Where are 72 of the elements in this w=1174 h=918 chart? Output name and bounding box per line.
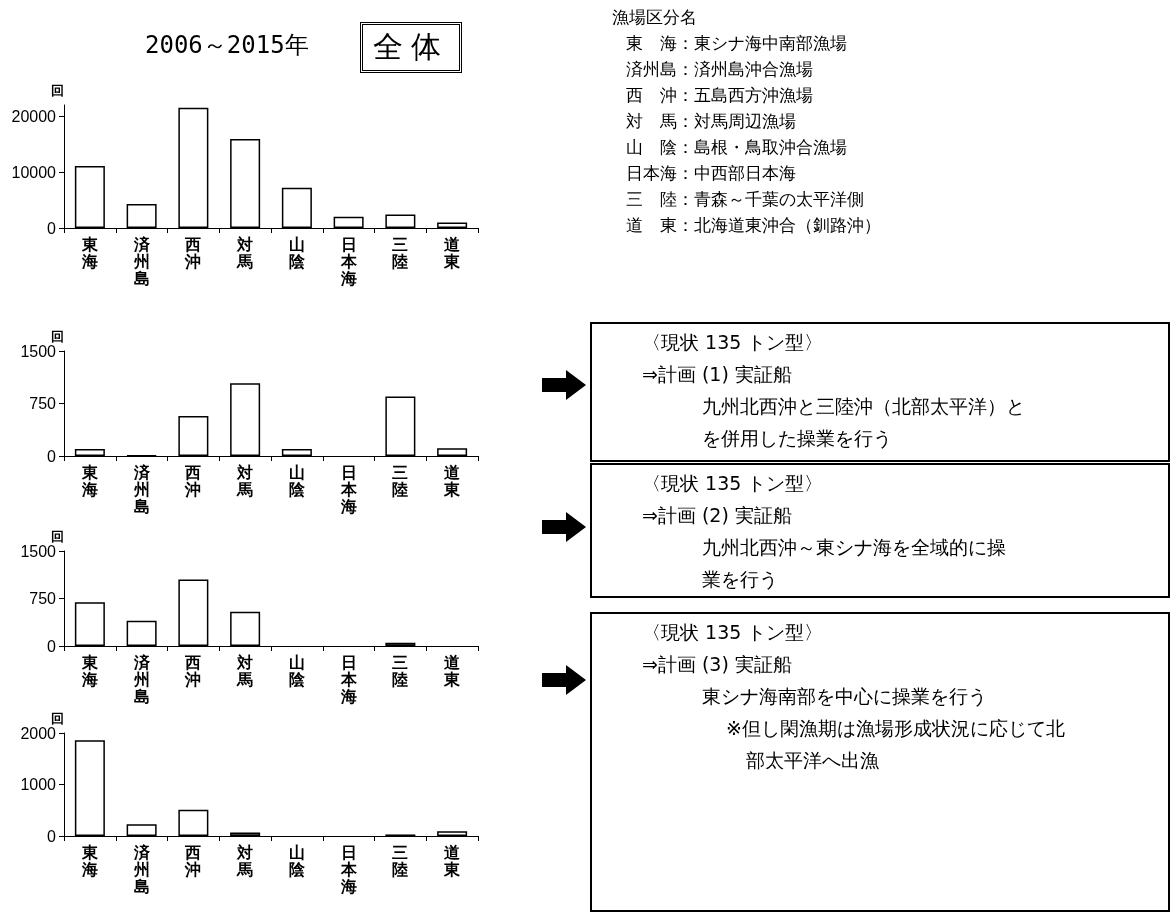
- y-tick-label: 750: [29, 395, 57, 412]
- x-tick-label: 山陰: [288, 236, 306, 270]
- text: 済州島：済州島沖合漁場: [625, 58, 814, 81]
- x-tick-label: 三陸: [392, 464, 409, 498]
- x-tick-label: 山陰: [288, 654, 306, 688]
- y-tick-label: 0: [47, 637, 57, 655]
- x-tick-label: 三陸: [392, 844, 409, 878]
- text: 〈現状 135 トン型〉: [642, 471, 825, 496]
- x-tick-label: 三陸: [392, 654, 409, 688]
- x-tick-label: 日本海: [339, 464, 358, 515]
- x-tick-label: 山陰: [288, 464, 306, 498]
- text: 三 陸：青森～千葉の太平洋側: [625, 188, 865, 211]
- text: 日本海：中西部日本海: [625, 162, 797, 185]
- text: 業を行う: [701, 567, 779, 592]
- y-tick-label: 0: [47, 827, 57, 845]
- x-tick-label: 対馬: [236, 235, 254, 270]
- y-axis-title: 回: [51, 711, 64, 726]
- x-tick-label: 西沖: [184, 844, 202, 878]
- text: 山 陰：島根・鳥取沖合漁場: [625, 136, 848, 159]
- x-tick-label: 西沖: [184, 464, 202, 498]
- text: ⇒計画 (3) 実証船: [642, 652, 793, 677]
- x-tick-label: 東海: [80, 844, 99, 878]
- text: ⇒計画 (1) 実証船: [642, 362, 793, 387]
- x-tick-label: 東海: [80, 236, 99, 270]
- x-tick-label: 道東: [443, 464, 462, 498]
- y-tick-label: 0: [47, 219, 57, 237]
- text: 西 沖：五島西方沖漁場: [625, 84, 814, 107]
- x-tick-label: 日本海: [339, 236, 358, 287]
- x-tick-label: 東海: [80, 654, 99, 688]
- y-axis-title: 回: [51, 83, 64, 98]
- x-tick-label: 対馬: [236, 653, 254, 688]
- x-tick-label: 西沖: [184, 236, 202, 270]
- y-tick-label: 750: [29, 590, 57, 607]
- x-tick-label: 済州島: [132, 463, 151, 515]
- text: 〈現状 135 トン型〉: [642, 620, 825, 645]
- text: 漁場区分名: [612, 6, 698, 29]
- x-tick-label: 日本海: [339, 654, 358, 705]
- x-tick-label: 対馬: [236, 463, 254, 498]
- x-tick-label: 東海: [80, 464, 99, 498]
- x-tick-label: 道東: [443, 236, 462, 270]
- x-tick-label: 済州島: [132, 235, 151, 287]
- text: 道 東：北海道東沖合（釧路沖）: [625, 214, 882, 237]
- y-tick-label: 0: [47, 447, 57, 465]
- y-tick-label: 10000: [11, 163, 57, 181]
- x-tick-label: 山陰: [288, 844, 306, 878]
- x-tick-label: 道東: [443, 844, 462, 878]
- x-tick-label: 済州島: [132, 843, 151, 895]
- y-tick-label: 1500: [20, 342, 57, 360]
- y-axis-title: 回: [51, 329, 64, 344]
- y-tick-label: 20000: [11, 107, 57, 125]
- text: 対 馬：対馬周辺漁場: [625, 110, 797, 133]
- x-tick-label: 三陸: [392, 236, 409, 270]
- x-tick-label: 対馬: [236, 843, 254, 878]
- x-tick-label: 日本海: [339, 844, 358, 895]
- x-tick-label: 西沖: [184, 654, 202, 688]
- text: ※但し閑漁期は漁場形成状況に応じて北: [725, 716, 1066, 741]
- text: 東 海：東シナ海中南部漁場: [625, 32, 848, 55]
- text: 九州北西沖～東シナ海を全域的に操: [701, 535, 1007, 560]
- text: 部太平洋へ出漁: [745, 748, 880, 773]
- y-tick-label: 2000: [20, 724, 57, 742]
- y-tick-label: 1000: [20, 776, 57, 793]
- y-tick-label: 1500: [20, 542, 57, 560]
- text: 九州北西沖と三陸沖（北部太平洋）と: [701, 394, 1026, 419]
- x-tick-label: 道東: [443, 654, 462, 688]
- y-axis-title: 回: [51, 529, 64, 544]
- text: 全体: [360, 22, 462, 73]
- chart-title: 2006～2015年: [145, 31, 309, 59]
- text: を併用した操業を行う: [701, 426, 893, 451]
- text: ⇒計画 (2) 実証船: [642, 503, 793, 528]
- x-tick-label: 済州島: [132, 653, 151, 705]
- text: 東シナ海南部を中心に操業を行う: [701, 684, 988, 709]
- text: 〈現状 135 トン型〉: [642, 330, 825, 355]
